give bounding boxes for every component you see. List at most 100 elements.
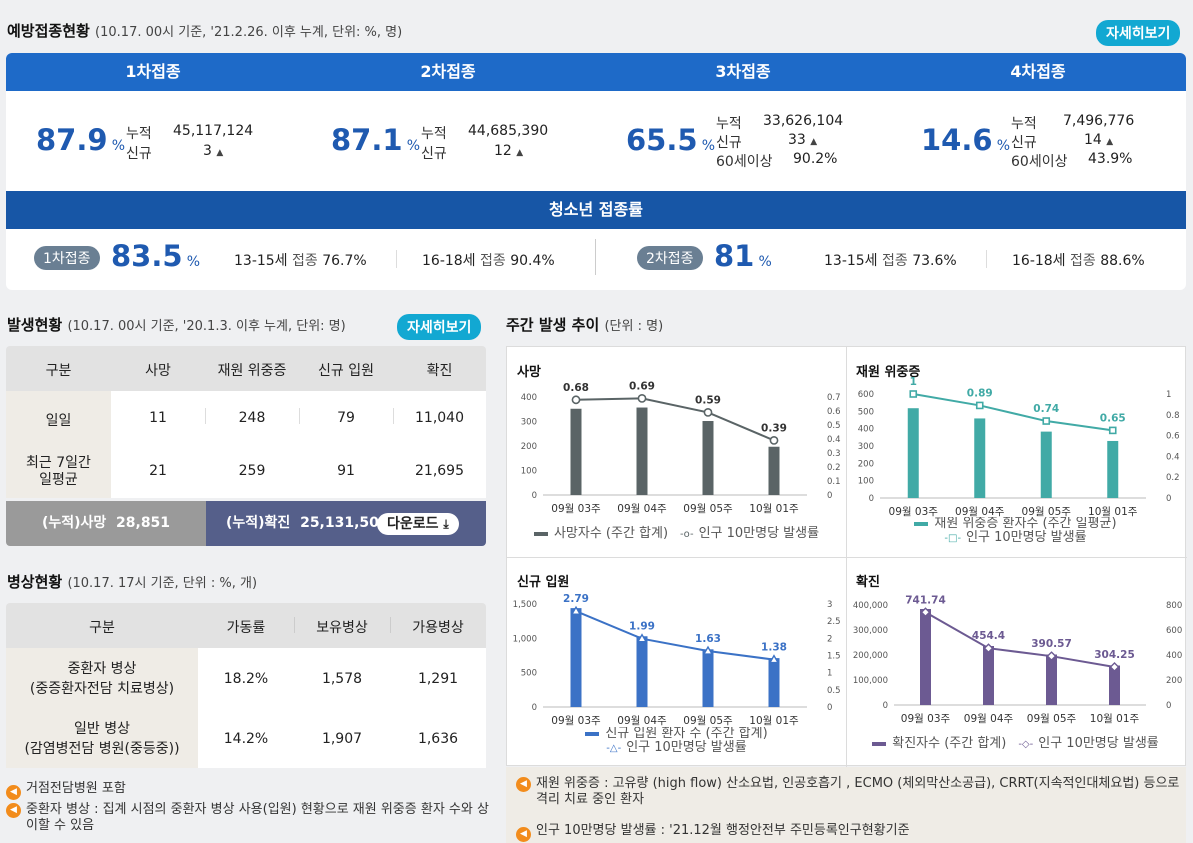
- chart-confirmed-bar: [1046, 654, 1057, 705]
- up-triangle-icon: ▲: [810, 137, 818, 147]
- chart-admission-legend-bar-label: 신규 입원 환자 수 (주간 합계): [605, 727, 768, 741]
- divider: [396, 250, 397, 268]
- chart-confirmed-legend-line: -◇- 인구 10만명당 발생률: [1018, 736, 1158, 751]
- dose-head-3: 3차접종: [715, 62, 771, 81]
- chart-severe-bar: [1040, 431, 1052, 498]
- occurrence-head-admission: 신규 입원: [318, 363, 374, 379]
- dose-2-cum-label: 누적: [421, 126, 447, 142]
- occurrence-label-column: [6, 391, 111, 498]
- divider: [595, 239, 596, 275]
- cumulative-death-label: (누적)사망: [41, 515, 107, 531]
- speaker-icon: ◀: [6, 785, 21, 800]
- chart-admission-legend: 신규 입원 환자 수 (주간 합계) -△- 인구 10만명당 발생률: [507, 727, 846, 759]
- chart-severe-ytick: 0: [869, 494, 874, 504]
- chart-severe-ytick: 500: [858, 407, 874, 417]
- occurrence-head-severe: 재원 위중증: [217, 363, 287, 379]
- chart-death-rate-point: [769, 436, 779, 445]
- dose-3-age-value: 90.2%: [793, 151, 838, 167]
- vaccination-subtitle: (10.17. 00시 기준, '21.2.26. 이후 누계, 단위: %, …: [95, 25, 403, 40]
- beds-general-utilization: 14.2%: [223, 731, 269, 747]
- chart-confirmed-title: 확진: [856, 575, 880, 590]
- youth-second-16-18: 16-18세 접종 88.6%: [1012, 250, 1145, 270]
- beds-general-owned: 1,907: [321, 731, 363, 747]
- occurrence-title: 발생현황 (10.17. 00시 기준, '20.1.3. 이후 누계, 단위:…: [7, 314, 346, 335]
- chart-death-category-label: 09월 04주: [617, 503, 667, 515]
- chart-confirmed-rate-point: [920, 607, 931, 618]
- divider: [205, 408, 206, 424]
- beds-icu-available: 1,291: [417, 671, 459, 687]
- chart-severe-data-label: 0.74: [1033, 403, 1059, 415]
- dose-1-new: 3 ▲: [203, 143, 223, 159]
- beds-title-text: 병상현황: [7, 573, 63, 591]
- chart-death: 사망 0 100 200 300 400 0 0.1 0.2 0.3 0.4 0.5 0.6 0.7 09월…: [507, 347, 846, 555]
- chart-death-legend-line-label: 인구 10만명당 발생률: [698, 526, 820, 541]
- dose-2-new-label: 신규: [421, 146, 447, 162]
- weekly-subtitle: (단위 : 명): [604, 319, 664, 334]
- weekly-charts-panel: [506, 346, 1187, 767]
- beds-head-utilization: 가동률: [226, 620, 266, 636]
- chart-confirmed-category-label: 10월 01주: [1090, 713, 1140, 725]
- chart-admission-ytick: 1,500: [513, 600, 537, 610]
- chart-admission-rate-line: [575, 610, 775, 661]
- occurrence-daily-confirmed: 11,040: [415, 410, 464, 426]
- dose-2-new: 12 ▲: [494, 143, 523, 159]
- chart-severe-ytick: 100: [858, 477, 874, 487]
- occurrence-detail-button[interactable]: 자세히보기: [397, 314, 482, 340]
- divider: [986, 250, 987, 268]
- chart-admission-rate-point: [768, 654, 780, 664]
- chart-severe-bar: [974, 418, 986, 498]
- age-value: 73.6%: [912, 253, 957, 269]
- download-button[interactable]: 다운로드 ⤓: [377, 513, 459, 535]
- chart-admission-category-label: 09월 03주: [551, 715, 601, 727]
- occurrence-title-text: 발생현황: [7, 316, 63, 334]
- weekly-note-2: ◀ 인구 10만명당 발생률 : '21.12월 행정안전부 주민등록인구현황기준: [516, 819, 1181, 842]
- dose-4-new: 14 ▲: [1084, 132, 1113, 148]
- divider: [299, 408, 300, 424]
- legend-bar-swatch-icon: [872, 741, 887, 746]
- chart-severe-ytick: 600: [858, 390, 874, 400]
- occurrence-subtitle: (10.17. 00시 기준, '20.1.3. 이후 누계, 단위: 명): [67, 319, 346, 334]
- chart-admission-bar: [702, 649, 714, 707]
- occurrence-head-death: 사망: [145, 363, 171, 379]
- youth-first-badge: 1차접종: [34, 246, 100, 270]
- occurrence-head-confirmed: 확진: [426, 363, 453, 379]
- chart-admission-ytick: 500: [521, 669, 537, 679]
- beds-title: 병상현황 (10.17. 17시 기준, 단위 : %, 개): [7, 571, 257, 592]
- cumulative-death: (누적)사망 28,851: [6, 501, 206, 546]
- dose-2-rate-unit: %: [406, 138, 421, 154]
- chart-death-ytick: 400: [521, 393, 537, 403]
- chart-severe-svg: 0 100 200 300 400 500 600 0 0.2 0.4 0.6 0.8 1 09월 03주…: [858, 376, 1180, 518]
- chart-severe-rate-point: [975, 401, 984, 410]
- beds-label-column: [6, 648, 198, 768]
- chart-admission-category-label: 10월 01주: [749, 715, 799, 727]
- chart-severe-bar: [1107, 440, 1119, 498]
- chart-admission-y2tick: 1: [827, 669, 832, 679]
- legend-line-marker-icon: -◇-: [1018, 739, 1034, 750]
- chart-death-rate-point: [571, 395, 581, 405]
- chart-severe-data-label: 1: [910, 376, 917, 388]
- age-label: 13-15세: [824, 253, 878, 269]
- chart-admission-data-label: 1.63: [695, 633, 721, 645]
- chart-death-data-label: 0.39: [761, 422, 787, 434]
- chart-admission-rate-point: [702, 645, 714, 655]
- beds-table: 구분 가동률 보유병상 가용병상 중환자 병상 (중증환자전담 치료병상) 18…: [6, 603, 486, 768]
- weekly-notes-box: ◀ 재원 위중증 : 고유량 (high flow) 산소요법, 인공호흡기 , …: [506, 767, 1186, 843]
- vacc-label: 접종: [1070, 253, 1096, 269]
- occurrence-weekly-death: 21: [149, 463, 167, 479]
- dose-1-rate: 87.9 %: [36, 123, 125, 157]
- beds-row-icu-label: 중환자 병상 (중증환자전담 치료병상): [29, 661, 175, 697]
- chart-admission-legend-bar: 신규 입원 환자 수 (주간 합계): [585, 727, 768, 741]
- dose-head-4: 4차접종: [1010, 62, 1066, 81]
- dose-head-2: 2차접종: [420, 62, 476, 81]
- chart-admission-legend-line: -△- 인구 10만명당 발생률: [606, 740, 746, 755]
- beds-head-category: 구분: [89, 620, 115, 636]
- vaccination-detail-button[interactable]: 자세히보기: [1096, 20, 1181, 46]
- chart-admission-bar: [570, 608, 582, 707]
- speaker-icon: ◀: [6, 803, 21, 818]
- legend-line-marker-icon: -□-: [944, 533, 962, 544]
- chart-death-bar: [636, 407, 648, 495]
- occurrence-daily-death: 11: [149, 410, 167, 426]
- beds-note-2: ◀ 중환자 병상 : 집계 시점의 중환자 병상 사용(입원) 현황으로 재원 위…: [6, 802, 496, 834]
- vaccination-title: 예방접종현황 (10.17. 00시 기준, '21.2.26. 이후 누계, …: [7, 20, 402, 41]
- beds-head-available: 가용병상: [412, 620, 464, 636]
